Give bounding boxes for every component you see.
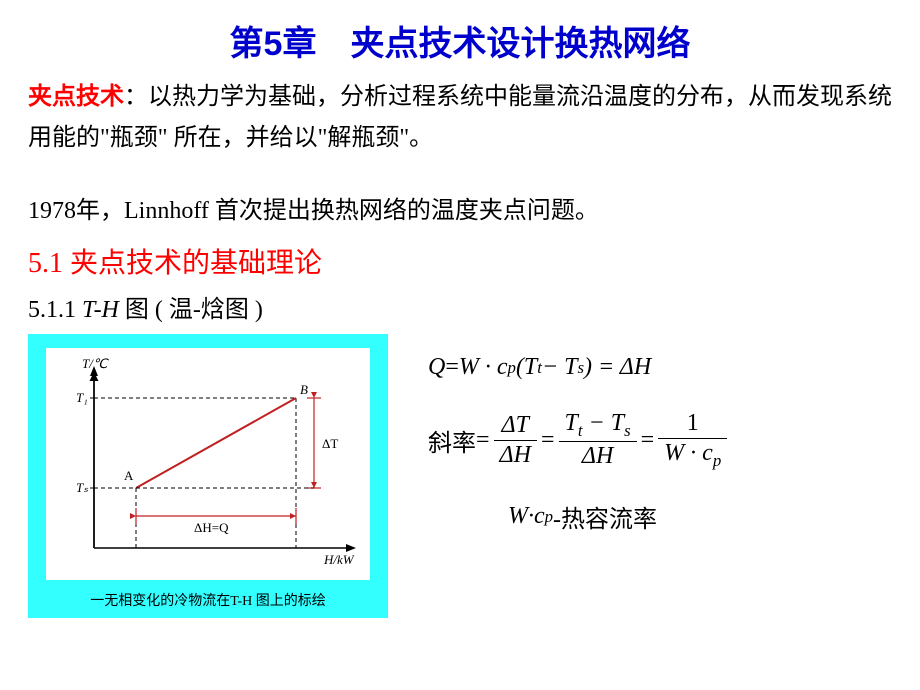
paragraph-2: 1978年，Linnhoff 首次提出换热网络的温度夹点问题。 [0,187,920,236]
subsection-title: 5.1.1 T-H 图 ( 温-焓图 ) [0,285,920,334]
term-pinch: 夹点技术 [28,84,124,110]
dh-label: ΔH=Q [194,520,229,535]
y-axis-label: T/℃ [82,356,109,371]
content-row: T/℃ H/kW T₁ Tₛ A B ΔH=Q [0,334,920,618]
x-axis-label: H/kW [323,552,355,567]
point-a-label: A [124,468,134,483]
dt-label: ΔT [322,436,338,451]
tick-t1: T₁ [76,390,88,405]
para1-rest: ：以热力学为基础，分析过程系统中能量流沿温度的分布，从而发现系统用能的"瓶颈" … [28,84,892,151]
tick-ts: Tₛ [76,480,88,495]
subsection-rest: 图 ( 温-焓图 ) [119,297,263,323]
section-title: 5.1 夹点技术的基础理论 [0,235,920,285]
point-b-label: B [300,382,308,397]
subsection-num: 5.1.1 [28,297,82,323]
chapter-title: 第5章 夹点技术设计换热网络 [0,0,920,73]
equation-2: 斜率= ΔT ΔH = Tt − Ts ΔH = 1 W · cp [428,409,892,471]
stream-line [136,398,296,488]
paragraph-1: 夹点技术：以热力学为基础，分析过程系统中能量流沿温度的分布，从而发现系统用能的"… [0,73,920,163]
equations-block: Q = W · cp(Tt − Ts) = ΔH 斜率= ΔT ΔH = Tt … [428,334,892,562]
th-diagram-panel: T/℃ H/kW T₁ Tₛ A B ΔH=Q [28,334,388,618]
th-diagram: T/℃ H/kW T₁ Tₛ A B ΔH=Q [46,348,370,580]
equation-3: W·cp-热容流率 [428,499,892,534]
diagram-caption: 一无相变化的冷物流在T-H 图上的标绘 [46,590,370,610]
subsection-th: T-H [82,297,119,323]
equation-1: Q = W · cp(Tt − Ts) = ΔH [428,354,892,381]
